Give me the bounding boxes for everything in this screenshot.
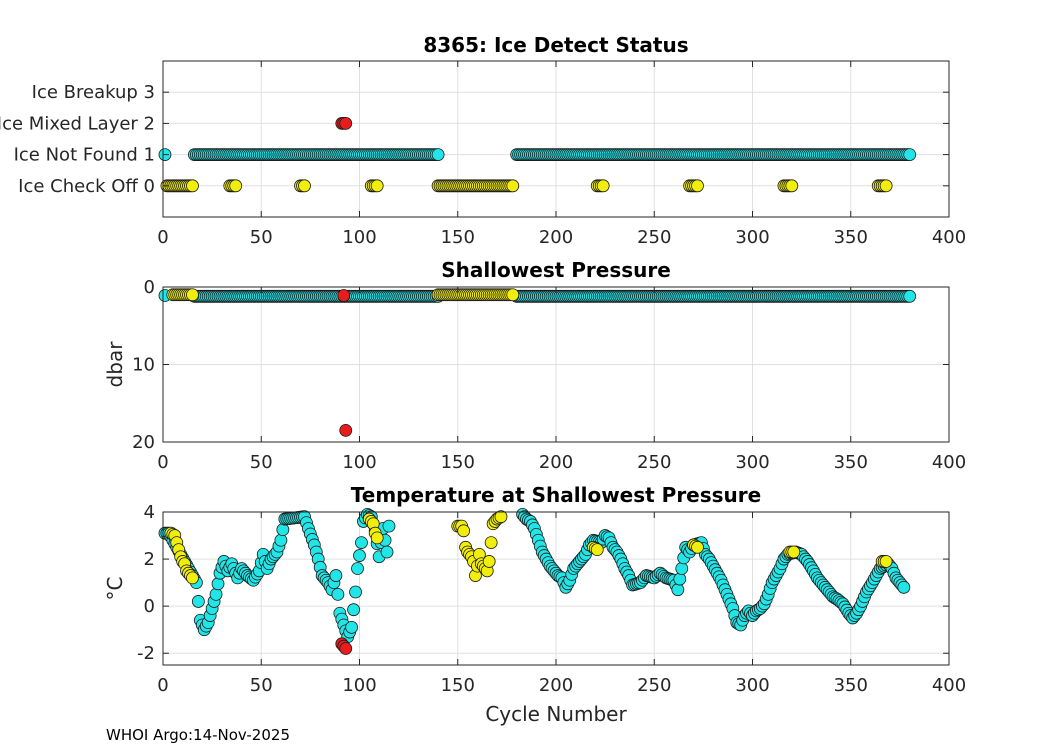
data-point	[370, 179, 384, 193]
footer-credit: WHOI Argo:14-Nov-2025	[106, 726, 290, 744]
data-points	[158, 507, 911, 655]
data-point	[191, 595, 205, 608]
data-point	[671, 583, 685, 597]
x-tick-label: 200	[539, 675, 573, 696]
data-point	[903, 289, 917, 303]
data-point	[337, 289, 351, 302]
data-point	[879, 555, 893, 568]
x-tick-label: 100	[342, 227, 376, 248]
chart-title: Temperature at Shallowest Pressure	[351, 483, 761, 507]
data-point	[484, 536, 498, 549]
data-point	[675, 562, 689, 575]
data-point	[331, 587, 345, 601]
y-tick-label: Ice Not Found 1	[14, 145, 155, 166]
x-tick-label: 0	[157, 452, 168, 473]
data-points	[158, 117, 917, 193]
shallowest-pressure-axes: 0 50 100 150 200 250 300 350 400 0 10 20 Shallowest …	[103, 258, 966, 473]
data-point	[380, 545, 394, 559]
data-point	[596, 179, 610, 193]
data-point	[903, 148, 917, 162]
y-tick-label: 20	[132, 432, 155, 453]
y-tick-label: 4	[144, 502, 155, 523]
y-tick-label: -2	[137, 643, 155, 664]
y-tick-label: 0	[144, 596, 155, 617]
data-point	[787, 545, 801, 559]
data-point	[349, 585, 362, 599]
y-tick-label: Ice Check Off 0	[18, 176, 155, 197]
data-point	[897, 580, 911, 594]
data-point	[186, 571, 199, 585]
data-point	[339, 423, 353, 437]
data-point	[482, 555, 496, 568]
data-point	[506, 288, 520, 302]
x-tick-label: 100	[342, 452, 376, 473]
data-point	[382, 519, 396, 533]
x-tick-label: 400	[932, 227, 966, 248]
data-point	[691, 540, 704, 554]
x-tick-label: 0	[157, 227, 168, 248]
x-tick-label: 50	[250, 227, 273, 248]
data-point	[673, 572, 687, 586]
data-point	[785, 179, 799, 193]
x-tick-label: 350	[834, 452, 868, 473]
data-point	[353, 549, 366, 562]
x-tick-label: 300	[735, 452, 769, 473]
x-tick-label: 150	[441, 452, 475, 473]
x-axis-label: Cycle Number	[485, 702, 627, 726]
data-point	[431, 148, 445, 162]
x-tick-label: 200	[539, 452, 573, 473]
y-tick-label: 10	[132, 355, 155, 376]
x-tick-label: 350	[834, 227, 868, 248]
data-point	[339, 117, 353, 130]
y-tick-label: 0	[144, 277, 155, 298]
data-point	[370, 531, 384, 545]
x-tick-label: 200	[539, 227, 573, 248]
data-points	[158, 288, 917, 437]
temperature-axes: 0 50 100 150 200 250 300 350 400-2024Temperature…	[103, 483, 966, 726]
x-tick-label: 250	[637, 452, 671, 473]
data-point	[691, 179, 704, 193]
y-tick-label: 2	[144, 549, 155, 570]
data-point	[186, 288, 199, 302]
data-point	[345, 620, 359, 634]
data-point	[339, 642, 353, 655]
data-point	[590, 543, 604, 557]
data-point	[351, 562, 364, 575]
data-point	[355, 536, 368, 549]
ice-detect-status-axes: 0 50 100 150 200 250 300 350 400 Ice Check Off 0 I…	[0, 33, 966, 248]
data-point	[229, 179, 243, 193]
x-tick-label: 300	[735, 675, 769, 696]
data-point	[298, 179, 311, 193]
data-point	[211, 577, 225, 591]
x-tick-label: 50	[250, 452, 273, 473]
data-point	[209, 587, 223, 601]
data-point	[276, 523, 290, 537]
chart-title: Shallowest Pressure	[441, 258, 671, 282]
x-tick-label: 50	[250, 675, 273, 696]
y-axis-label: dbar	[103, 341, 127, 388]
data-point	[274, 533, 288, 547]
data-point	[494, 510, 508, 524]
x-tick-label: 350	[834, 675, 868, 696]
chart-title: 8365: Ice Detect Status	[423, 33, 688, 57]
x-tick-label: 300	[735, 227, 769, 248]
data-point	[457, 524, 471, 538]
data-point	[329, 569, 343, 582]
x-tick-label: 100	[342, 675, 376, 696]
x-tick-label: 400	[932, 675, 966, 696]
data-point	[879, 179, 893, 193]
y-axis-label: °C	[103, 577, 127, 601]
x-tick-label: 0	[157, 675, 168, 696]
y-tick-label: Ice Mixed Layer 2	[0, 113, 155, 134]
y-tick-label: Ice Breakup 3	[32, 82, 155, 103]
x-tick-label: 150	[441, 675, 475, 696]
data-point	[347, 603, 361, 617]
data-point	[186, 179, 199, 193]
x-tick-label: 400	[932, 452, 966, 473]
data-point	[506, 179, 520, 193]
x-tick-label: 250	[637, 227, 671, 248]
x-tick-label: 150	[441, 227, 475, 248]
x-tick-label: 250	[637, 675, 671, 696]
